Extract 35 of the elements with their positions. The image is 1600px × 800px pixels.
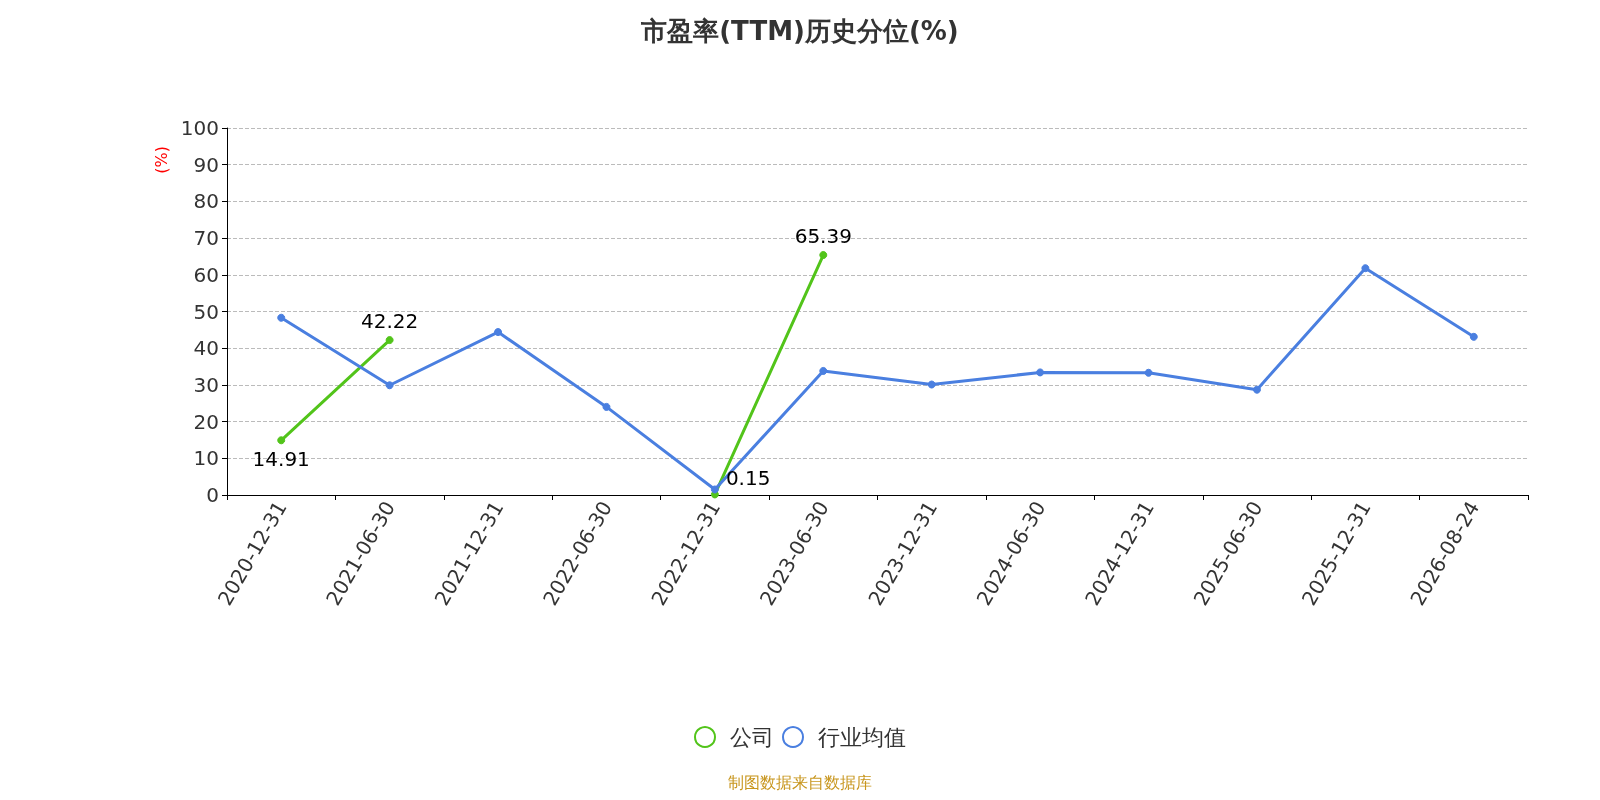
point (819, 366, 828, 375)
y-tick-label: 0 (206, 483, 219, 507)
y-tick-label: 10 (193, 446, 219, 471)
point (1469, 332, 1478, 341)
y-tick-label: 20 (193, 409, 219, 434)
y-tick-label: 80 (193, 189, 219, 214)
point (1144, 368, 1153, 377)
chart-title: 市盈率(TTM)历史分位(%) (640, 16, 959, 46)
point (1036, 368, 1045, 377)
y-tick-label: 70 (193, 226, 219, 251)
data-label: 14.91 (252, 447, 310, 472)
text: 制图数据来自数据库 (728, 772, 872, 792)
y-tick-label: 90 (193, 152, 219, 177)
y-tick-label: 40 (193, 336, 219, 361)
legend-label: 公司 (730, 724, 774, 750)
data-label: 65.39 (794, 224, 852, 249)
y-axis-title: (%) (151, 146, 171, 174)
point (277, 313, 286, 322)
point (602, 402, 611, 411)
point (1252, 385, 1261, 394)
y-tick-label: 100 (180, 116, 219, 140)
point (385, 381, 394, 390)
y-tick-label: 50 (193, 299, 219, 324)
point (494, 328, 503, 337)
point (710, 485, 719, 494)
y-tick-label: 30 (193, 372, 219, 397)
point (277, 436, 286, 445)
data-label: 0.15 (725, 466, 771, 491)
point (385, 336, 394, 345)
point (819, 251, 828, 260)
legend-label: 行业均值 (818, 724, 906, 750)
point (1361, 264, 1370, 273)
point (927, 380, 936, 389)
y-tick-label: 60 (193, 262, 219, 287)
data-label: 42.22 (360, 309, 419, 334)
